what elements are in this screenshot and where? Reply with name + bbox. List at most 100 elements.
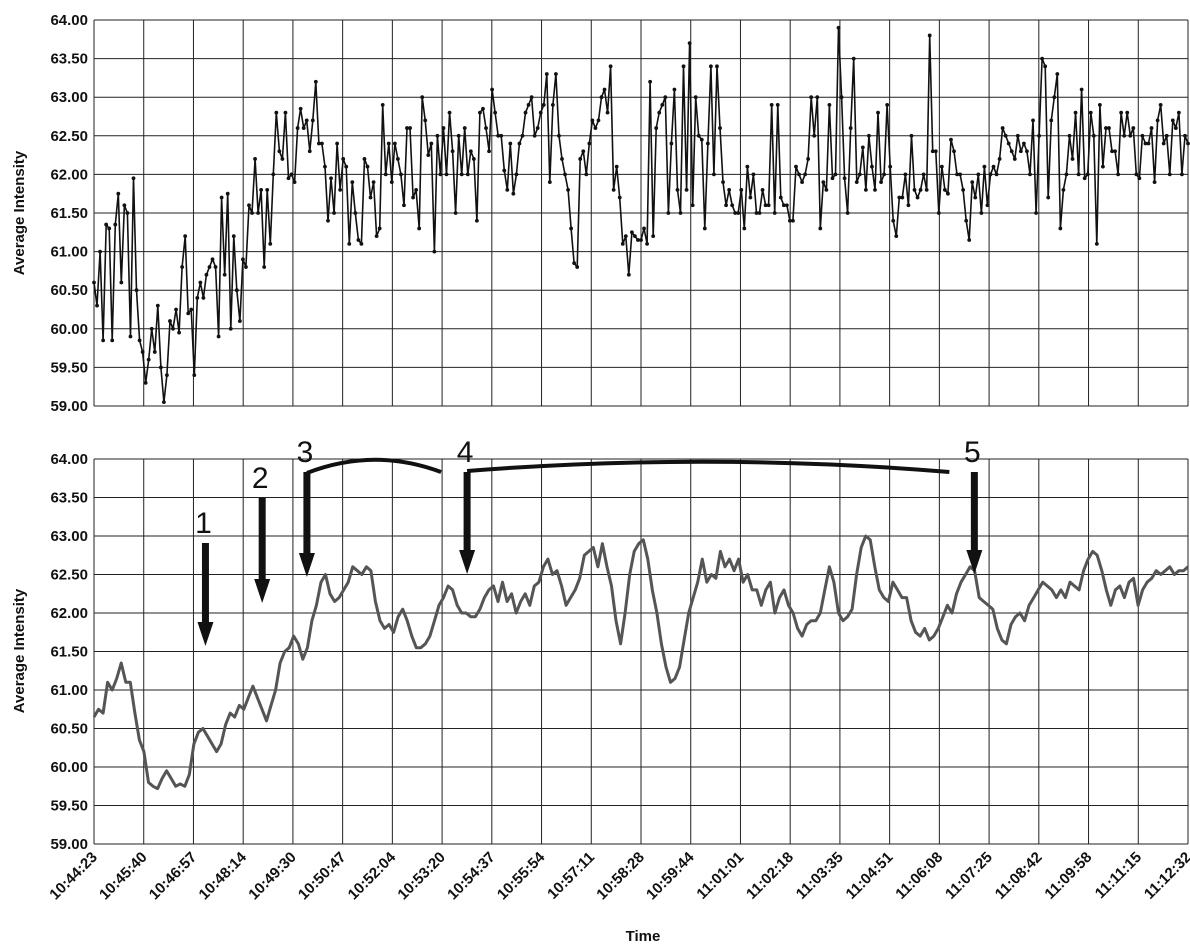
top-data-point xyxy=(149,326,154,331)
top-data-point xyxy=(219,195,224,200)
top-data-point xyxy=(629,230,634,235)
top-data-point xyxy=(225,191,230,196)
top-data-point xyxy=(1122,133,1127,138)
top-data-point xyxy=(681,64,686,69)
top-plot-area: 59.00 59.50 60.00 60.50 61.00 61.50 62.00 62.50… xyxy=(50,12,1190,415)
top-data-point xyxy=(1091,133,1096,138)
top-data-point xyxy=(237,319,242,323)
top-data-point xyxy=(848,126,853,130)
top-data-point xyxy=(399,172,403,177)
top-data-point xyxy=(955,172,959,177)
top-y-tick-label: 63.50 xyxy=(50,51,88,68)
top-data-point xyxy=(1012,157,1017,161)
bottom-y-tick-label: 62.00 xyxy=(50,605,88,622)
top-data-point xyxy=(529,95,534,100)
top-data-point xyxy=(228,326,233,331)
top-data-point xyxy=(490,87,494,92)
bottom-x-tick-label: 10:44:23 xyxy=(46,849,100,903)
bottom-x-tick-label: 10:59:44 xyxy=(643,848,698,903)
top-data-point xyxy=(1000,126,1005,130)
top-data-point xyxy=(620,241,625,246)
top-data-point xyxy=(1146,141,1151,146)
top-data-point xyxy=(295,126,300,130)
top-data-point xyxy=(946,191,950,196)
top-data-point xyxy=(800,180,804,185)
top-data-point xyxy=(286,176,291,181)
top-data-point xyxy=(116,191,121,196)
bottom-y-tick-label: 62.50 xyxy=(50,567,88,584)
top-data-point xyxy=(544,72,549,76)
top-data-point xyxy=(584,172,589,177)
top-data-point xyxy=(198,280,203,285)
top-data-point xyxy=(833,172,838,177)
top-data-point xyxy=(447,110,452,115)
top-data-point xyxy=(708,64,713,69)
top-data-point xyxy=(417,226,422,231)
top-data-point xyxy=(338,187,343,192)
top-data-point xyxy=(654,126,659,130)
top-data-point xyxy=(933,149,938,154)
top-data-point xyxy=(885,103,890,107)
bottom-y-tick-label: 60.00 xyxy=(50,759,88,776)
top-data-point xyxy=(502,168,507,173)
top-data-point xyxy=(429,141,434,146)
top-y-tick-label: 61.50 xyxy=(50,205,88,222)
top-data-point xyxy=(1076,172,1081,177)
bottom-x-tick-label: 11:06:08 xyxy=(892,849,946,903)
top-data-point xyxy=(395,157,400,161)
top-data-point xyxy=(383,172,388,177)
top-y-axis-title: Average Intensity xyxy=(11,150,28,275)
top-data-point xyxy=(1003,133,1008,138)
top-data-point xyxy=(353,211,358,215)
top-data-point xyxy=(936,211,941,215)
top-data-point xyxy=(271,172,276,177)
top-data-point xyxy=(277,149,282,154)
top-data-point xyxy=(1031,118,1035,123)
bottom-y-tick-label: 64.00 xyxy=(50,451,88,468)
top-data-point xyxy=(821,180,826,185)
top-data-point xyxy=(110,338,115,343)
top-data-point xyxy=(256,211,260,215)
top-data-point xyxy=(371,180,376,185)
top-data-point xyxy=(894,234,899,239)
top-data-point xyxy=(1167,172,1172,177)
top-data-point xyxy=(177,330,181,335)
top-data-point xyxy=(313,79,318,84)
top-data-point xyxy=(265,187,270,192)
top-y-tick-label: 60.00 xyxy=(50,321,88,338)
top-y-tick-label: 64.00 xyxy=(50,12,88,29)
top-data-point xyxy=(724,203,728,208)
bottom-x-tick-label: 10:55:54 xyxy=(494,848,549,903)
top-data-point xyxy=(733,211,738,215)
top-data-point xyxy=(851,56,856,61)
top-data-point xyxy=(824,187,829,192)
top-data-point xyxy=(158,365,163,370)
bottom-x-tick-label: 11:08:42 xyxy=(992,849,1046,903)
top-data-point xyxy=(1176,110,1181,115)
bottom-x-tick-label: 11:09:58 xyxy=(1041,849,1095,903)
top-data-point xyxy=(1073,110,1078,115)
top-data-point xyxy=(636,238,640,242)
top-data-point xyxy=(323,164,327,169)
top-data-point xyxy=(602,87,607,92)
top-data-point xyxy=(262,265,267,269)
top-data-point xyxy=(493,110,498,115)
top-y-tick-label: 60.50 xyxy=(50,282,88,299)
bottom-x-tick-label: 10:49:30 xyxy=(245,849,299,903)
top-data-point xyxy=(1061,187,1066,192)
top-data-point xyxy=(210,257,215,262)
top-data-point xyxy=(514,172,519,177)
bottom-y-tick-label: 63.00 xyxy=(50,528,88,545)
top-data-point xyxy=(216,334,221,339)
top-data-point xyxy=(769,103,774,107)
top-y-tick-label: 59.00 xyxy=(50,398,88,415)
top-data-point xyxy=(1040,56,1045,61)
top-data-point xyxy=(930,149,935,154)
top-data-point xyxy=(268,241,273,246)
top-data-point xyxy=(137,338,142,343)
top-data-point xyxy=(465,172,470,177)
top-data-point xyxy=(1152,180,1157,185)
top-data-point xyxy=(1025,149,1029,154)
top-data-point xyxy=(113,222,118,227)
top-data-point xyxy=(538,110,543,115)
